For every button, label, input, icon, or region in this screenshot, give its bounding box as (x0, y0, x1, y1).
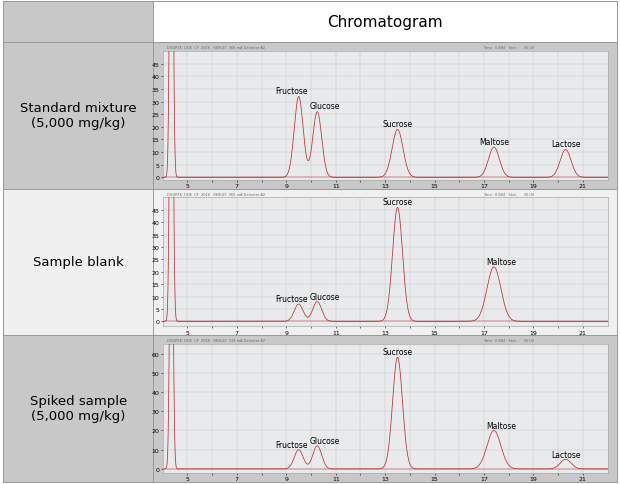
Text: Sample blank: Sample blank (33, 256, 123, 269)
Text: Spiked sample
(5,000 mg/kg): Spiked sample (5,000 mg/kg) (30, 394, 127, 423)
Text: Chromatogram: Chromatogram (327, 15, 443, 30)
Text: Standard mixture
(5,000 mg/kg): Standard mixture (5,000 mg/kg) (20, 102, 136, 130)
